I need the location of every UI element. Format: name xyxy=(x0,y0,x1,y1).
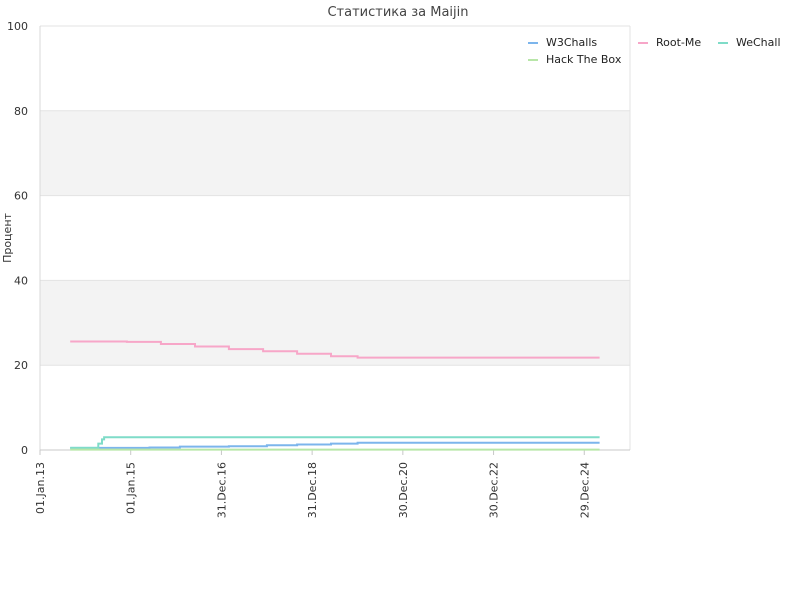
legend-item-hack-the-box[interactable]: Hack The Box xyxy=(528,53,622,66)
legend-item-w3challs[interactable]: W3Challs xyxy=(528,36,597,49)
x-tick-label: 31.Dec.18 xyxy=(306,462,319,518)
y-tick-label: 40 xyxy=(14,274,28,287)
series-line-root-me xyxy=(70,340,600,359)
legend-label: W3Challs xyxy=(546,36,597,49)
alternate-bands xyxy=(40,110,630,366)
x-tick-label: 29.Dec.24 xyxy=(578,462,591,518)
x-ticks: 01.Jan.13 01.Jan.15 31.Dec.16 31.Dec.18 30.D… xyxy=(34,450,591,518)
y-tick-label: 60 xyxy=(14,190,28,203)
y-tick-label: 100 xyxy=(7,20,28,33)
x-tick-label: 30.Dec.20 xyxy=(397,462,410,518)
x-tick-label: 30.Dec.22 xyxy=(488,462,501,518)
legend-label: WeChall xyxy=(736,36,781,49)
chart-title: Статистика за Maijin xyxy=(327,5,468,20)
y-ticks: 0 20 40 60 80 100 xyxy=(7,20,28,457)
x-tick-label: 01.Jan.15 xyxy=(125,462,138,514)
series-line-w3challs xyxy=(70,441,600,449)
y-tick-label: 20 xyxy=(14,359,28,372)
series-line-wechall xyxy=(70,436,600,449)
x-tick-label: 01.Jan.13 xyxy=(34,462,47,514)
legend-label: Root-Me xyxy=(656,36,701,49)
grid-lines xyxy=(40,25,630,451)
legend-label: Hack The Box xyxy=(546,53,622,66)
legend-item-root-me[interactable]: Root-Me xyxy=(638,36,701,49)
axes xyxy=(39,26,631,451)
y-tick-label: 80 xyxy=(14,105,28,118)
plot-band xyxy=(40,110,630,196)
legend[interactable]: W3Challs Root-Me WeChall Hack The Box xyxy=(528,36,781,66)
series-layer xyxy=(70,340,600,451)
plot-band xyxy=(40,280,630,366)
legend-item-wechall[interactable]: WeChall xyxy=(718,36,781,49)
y-axis-label: Процент xyxy=(1,212,14,262)
x-tick-label: 31.Dec.16 xyxy=(215,462,228,518)
y-tick-label: 0 xyxy=(21,444,28,457)
